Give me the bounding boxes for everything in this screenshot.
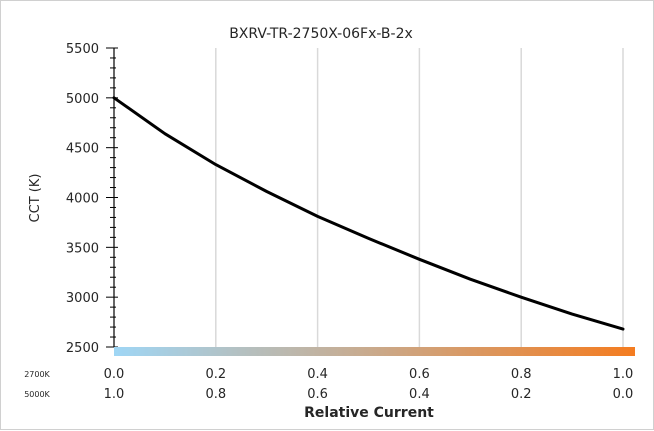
x-tick-label: 0.2 bbox=[205, 367, 226, 382]
y-tick-label: 4000 bbox=[66, 192, 99, 207]
x-tick-label: 1.0 bbox=[613, 367, 634, 382]
y-tick-label: 3000 bbox=[66, 291, 99, 306]
x-tick-labels: 2700K 0.0 0.2 0.4 0.6 0.8 1.0 5000K 1.0 0.8 0.6 0.4… bbox=[24, 367, 633, 402]
x-tick-label: 0.8 bbox=[205, 387, 226, 402]
x-tick-label: 0.2 bbox=[511, 387, 532, 402]
y-tick-label: 2500 bbox=[66, 341, 99, 356]
chart-title: BXRV-TR-2750X-06Fx-B-2x bbox=[229, 26, 413, 42]
x-tick-label: 0.8 bbox=[511, 367, 532, 382]
y-tick-label: 5500 bbox=[66, 42, 99, 57]
x-row-label-5000k: 5000K bbox=[24, 390, 50, 399]
x-row-label-2700k: 2700K bbox=[24, 370, 50, 379]
x-axis-title: Relative Current bbox=[304, 405, 434, 421]
y-tick-label: 3500 bbox=[66, 241, 99, 256]
x-tick-label: 0.6 bbox=[409, 367, 430, 382]
cct-gradient-bar bbox=[114, 347, 635, 356]
y-tick-label: 4500 bbox=[66, 142, 99, 157]
series-layer bbox=[112, 96, 625, 331]
x-tick-label: 0.4 bbox=[307, 367, 328, 382]
y-axis-title: CCT (K) bbox=[28, 174, 43, 223]
x-tick-label: 0.6 bbox=[307, 387, 328, 402]
y-tick-labels: 5500 5000 4500 4000 3500 3000 2500 bbox=[66, 42, 99, 356]
axes bbox=[106, 47, 118, 348]
x-tick-label: 0.4 bbox=[409, 387, 430, 402]
cct-gradient-strip bbox=[114, 347, 635, 356]
cct-curve-line bbox=[112, 96, 625, 331]
x-tick-label: 1.0 bbox=[104, 387, 125, 402]
x-tick-label: 0.0 bbox=[104, 367, 125, 382]
y-tick-label: 5000 bbox=[66, 92, 99, 107]
x-tick-label: 0.0 bbox=[613, 387, 634, 402]
